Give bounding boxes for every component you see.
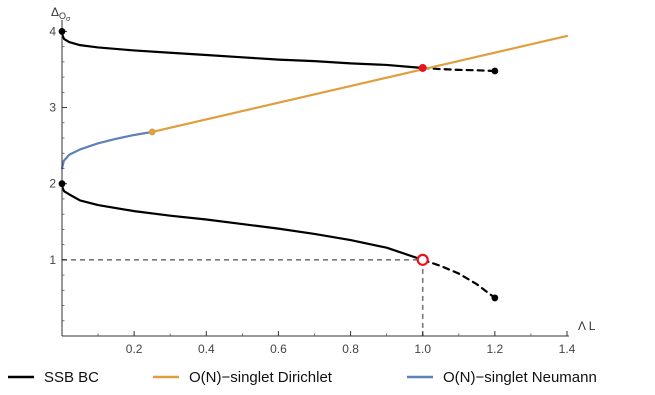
x-tick-label: 0.8: [342, 342, 359, 356]
legend-label-dirichlet: O(N)−singlet Dirichlet: [189, 369, 333, 386]
special-points: [416, 63, 429, 266]
y-axis-title: ΔOσ: [51, 5, 71, 23]
ssb-curve-dashed: [421, 258, 496, 300]
ssb-marker: [491, 67, 499, 75]
plot-curves: [60, 30, 569, 300]
x-tick-label: 0.2: [126, 342, 143, 356]
y-tick-label: 3: [49, 101, 56, 115]
axes: [61, 20, 569, 337]
x-tick-label: 0.4: [198, 342, 215, 356]
tick-marks: 0.2 0.4 0.6 0.8 1.0 1.2 1.4 1 2 3 4: [49, 24, 575, 356]
x-tick-label: 1.2: [487, 342, 504, 356]
x-axis-title: Λ L: [578, 319, 596, 333]
x-tick-label: 1.0: [414, 342, 431, 356]
ssb-curve-solid: [60, 182, 424, 261]
open-special-point: [416, 253, 429, 266]
ssb-curve-solid: [60, 30, 424, 70]
neumann-curve-solid: [60, 130, 154, 170]
ssb-marker: [58, 28, 66, 35]
guide-lines: [62, 259, 424, 336]
ssb-marker: [58, 180, 66, 188]
y-tick-label: 2: [49, 177, 56, 191]
y-tick-label: 1: [49, 253, 56, 267]
filled-special-point: [418, 63, 427, 72]
legend-label-neumann: O(N)−singlet Neumann: [443, 369, 597, 386]
y-tick-label: 4: [49, 24, 56, 38]
dirichlet-marker: [148, 128, 156, 136]
legend: SSB BC O(N)−singlet Dirichlet O(N)−singlet…: [8, 369, 597, 386]
curve-markers: [58, 28, 499, 302]
ssb-curve-dashed: [421, 66, 496, 73]
x-tick-label: 1.4: [559, 342, 576, 356]
legend-label-ssb: SSB BC: [44, 369, 99, 386]
dirichlet-curve-solid: [151, 34, 569, 134]
x-tick-label: 0.6: [270, 342, 287, 356]
ssb-marker: [491, 294, 499, 302]
